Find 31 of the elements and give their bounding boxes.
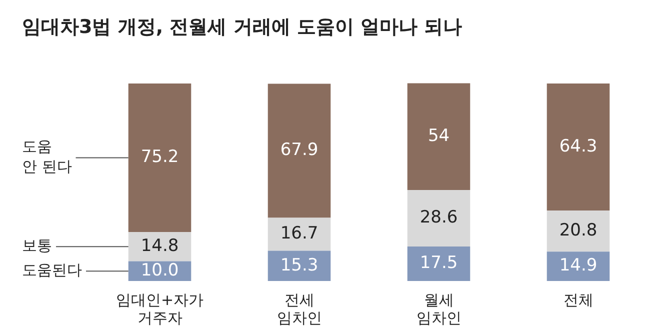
bar: [546, 252, 610, 281]
x-tick-label: 전체: [563, 290, 594, 309]
data-label: 14.9: [559, 256, 598, 276]
x-tick-label: 전세 임차인: [276, 290, 322, 327]
text: 도움된다: [22, 261, 82, 280]
x-tick-label: 임대인+자가 거주자: [116, 290, 204, 327]
data-label: 20.8: [559, 220, 598, 240]
bar: [546, 84, 610, 210]
text: 보통: [22, 236, 52, 255]
data-label: 15.3: [280, 255, 318, 276]
data-label: 10.0: [140, 260, 179, 281]
data-label: 14.8: [140, 236, 179, 256]
bar: [128, 232, 192, 262]
bar: [407, 190, 470, 246]
x-tick-label: 월세 임차인: [416, 290, 462, 327]
bar: [546, 210, 610, 252]
bar: [128, 84, 192, 232]
text: 도움 안 된다: [22, 138, 72, 176]
chart-title: 임대차3법 개정, 전월세 거래에 도움이 얼마나 되나: [22, 15, 462, 40]
data-label: 64.3: [559, 136, 598, 156]
data-label: 54: [428, 126, 450, 146]
bar: [268, 218, 331, 251]
bar: [407, 246, 470, 281]
data-label: 67.9: [280, 140, 318, 160]
bar: [268, 84, 331, 218]
bar: [407, 83, 470, 190]
data-label: 28.6: [420, 208, 458, 228]
bar: [268, 250, 331, 281]
data-label: 75.2: [140, 147, 179, 168]
data-label: 17.5: [420, 253, 458, 274]
data-label: 16.7: [280, 224, 318, 244]
